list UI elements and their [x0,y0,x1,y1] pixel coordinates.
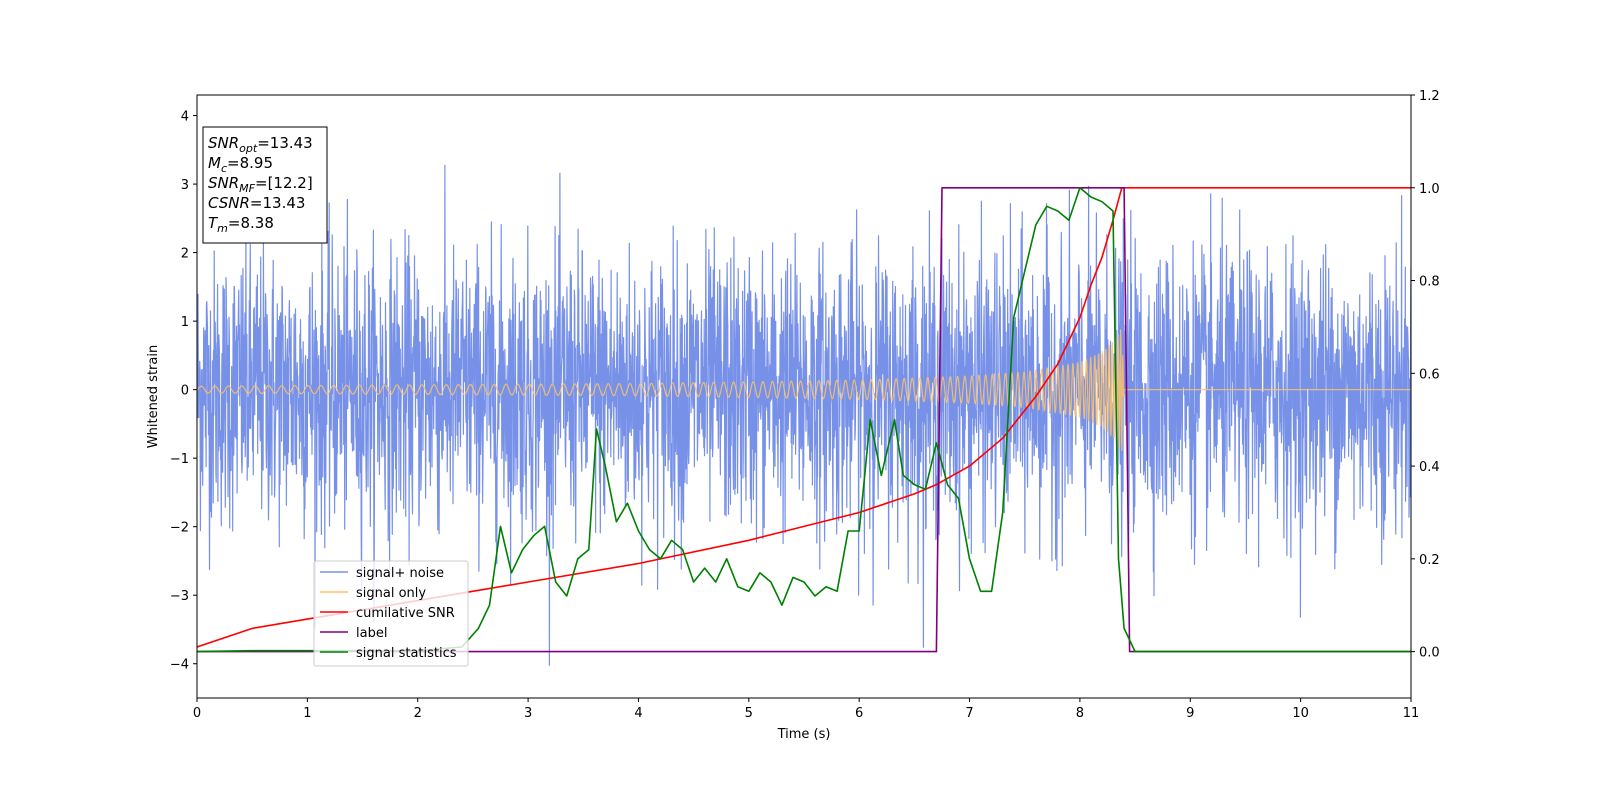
info-box-frame [202,126,328,244]
info-subscript: MF [239,182,255,195]
legend-label: label [356,626,387,641]
x-tick-label: 3 [524,706,532,721]
info-line: Mc=8.95 [208,154,273,175]
info-symbol: T [208,214,219,232]
y-right-tick-label: 0.0 [1419,646,1440,661]
y-left-tick-label: −4 [170,658,189,673]
y-right-tick-label: 0.8 [1419,275,1440,290]
info-symbol: CSNR [208,194,250,212]
y-right-tick-label: 0.6 [1419,367,1440,382]
y-left-tick-label: 4 [181,110,189,125]
info-symbol: M [208,154,221,172]
x-tick-label: 7 [965,706,973,721]
y-left-tick-label: −3 [170,589,189,604]
info-line: SNRopt=13.43 [208,134,313,155]
y-right-tick-label: 1.2 [1419,89,1440,104]
y-right-tick-label: 0.2 [1419,553,1440,568]
legend: signal+ noise signal only cumilative SNR la… [313,560,469,667]
legend-label: signal only [356,586,426,601]
plot-frame [196,94,1412,699]
info-line: Tm=8.38 [208,214,274,235]
x-tick-label: 11 [1403,706,1420,721]
series-layer [197,164,1411,666]
series-line-4 [197,187,1411,653]
x-tick-label: 0 [193,706,201,721]
y-right-tick-label: 0.4 [1419,460,1440,475]
x-tick-label: 5 [745,706,753,721]
x-tick-label: 10 [1292,706,1309,721]
legend-label: cumilative SNR [356,606,455,621]
info-symbol: SNR [208,134,239,152]
x-tick-label: 9 [1186,706,1194,721]
x-tick-label: 8 [1076,706,1084,721]
info-subscript: opt [239,142,258,155]
axes-layer: 0 1 2 3 4 5 6 7 8 9 10 1143210−1−2−3−41.21.00.80.60… [170,89,1440,721]
info-line: SNRMF=[12.2] [208,174,313,195]
y-left-tick-label: 2 [181,247,189,262]
y-right-tick-label: 1.0 [1419,182,1440,197]
y-axis-label: Whitened strain [146,345,161,448]
y-left-tick-label: 0 [181,384,189,399]
series-line-2 [197,187,1411,648]
info-value: =[12.2] [255,174,313,192]
info-symbol: SNR [208,174,239,192]
x-tick-label: 2 [414,706,422,721]
legend-frame [313,560,469,667]
y-left-tick-label: −1 [170,452,189,467]
legend-label: signal+ noise [356,566,444,581]
x-tick-label: 4 [634,706,642,721]
info-subscript: c [221,162,227,175]
x-tick-label: 6 [855,706,863,721]
info-value: =8.95 [227,154,273,172]
series-line-0 [197,164,1411,666]
info-value: =8.38 [228,214,274,232]
info-value: =13.43 [257,134,313,152]
info-box: SNRopt=13.43Mc=8.95SNRMF=[12.2]CSNR=13.4… [202,126,328,244]
y-left-tick-label: 3 [181,178,189,193]
info-subscript: m [217,222,228,235]
series-line-1 [197,329,1411,452]
info-line: CSNR=13.43 [208,194,305,212]
y-left-tick-label: −2 [170,521,189,536]
x-tick-label: 1 [303,706,311,721]
legend-label: signal statistics [356,646,457,661]
x-axis-label: Time (s) [777,727,831,742]
y-left-tick-label: 1 [181,315,189,330]
info-value: =13.43 [250,194,306,212]
